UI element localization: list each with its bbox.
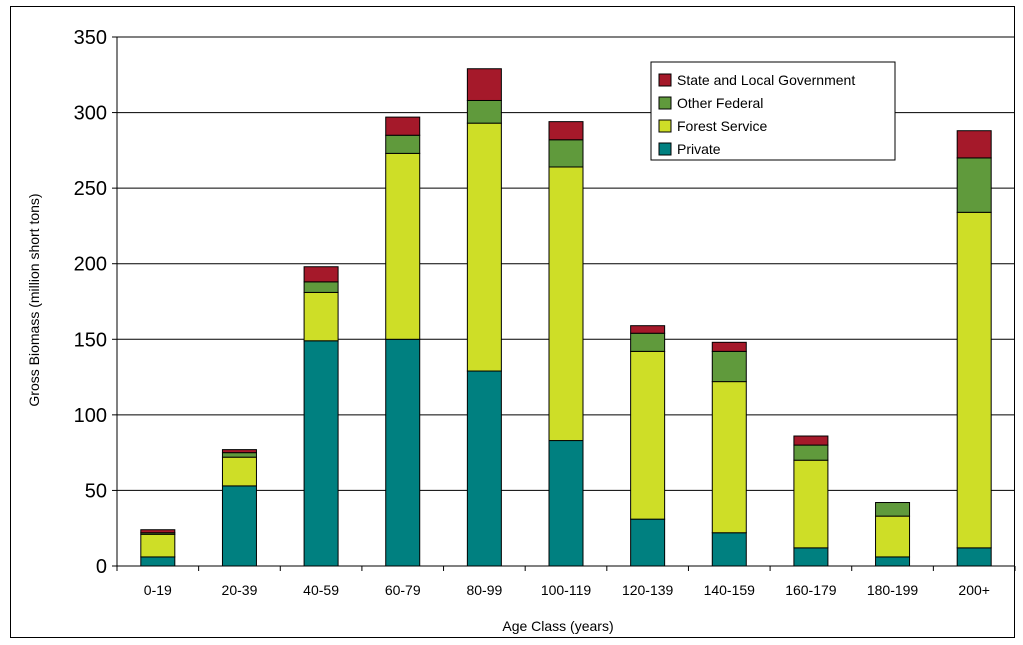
legend-label: Other Federal [677, 95, 763, 111]
x-tick-label: 180-199 [867, 582, 919, 598]
bar-segment [303, 340, 339, 567]
bar-segment [548, 139, 584, 168]
bar-series-group [140, 68, 992, 567]
bar-segment [630, 325, 666, 334]
bar-segment [956, 130, 992, 159]
bar-segment [385, 134, 421, 154]
bar-segment [875, 502, 911, 517]
bar-segment [793, 444, 829, 461]
x-tick-label: 100-119 [541, 582, 592, 598]
bar-segment [221, 485, 257, 567]
y-tick-label: 300 [74, 103, 107, 125]
x-tick-labels: 0-19 20-39 40-59 60-79 80-99 100-119 120-139 14… [144, 582, 990, 598]
bar-segment [303, 291, 339, 342]
chart-svg: 0 50 100 150 200 250 300 350 0-19 20-39 40-59 60-7… [26, 27, 1016, 634]
y-tick-label: 150 [74, 329, 107, 351]
legend-label: Private [677, 141, 721, 157]
bar-segment [385, 338, 421, 567]
legend-box [650, 61, 896, 161]
bar-segment [221, 456, 257, 487]
x-tick-label: 80-99 [466, 582, 502, 598]
bar-segment [385, 152, 421, 340]
bar-segment [548, 121, 584, 141]
bar-segment [711, 532, 747, 567]
bar-segment [140, 533, 176, 558]
bar-segment [793, 459, 829, 549]
bar-segment [793, 435, 829, 446]
bar-segment [711, 341, 747, 352]
legend-label: Forest Service [677, 118, 767, 134]
bar-segment [548, 440, 584, 567]
bar-segment [711, 350, 747, 383]
x-tick-label: 20-39 [222, 582, 258, 598]
y-tick-label: 350 [74, 27, 107, 49]
bar-segment [466, 68, 502, 101]
bar-segment [956, 157, 992, 213]
y-tick-label: 200 [74, 254, 107, 276]
bar-segment [875, 515, 911, 558]
bar-segment [711, 381, 747, 534]
bar-segment [548, 166, 584, 442]
x-tick-label: 160-179 [785, 582, 837, 598]
bar-segment [875, 556, 911, 567]
x-tick-label: 120-139 [622, 582, 674, 598]
bar-segment [466, 122, 502, 372]
x-tick-label: 40-59 [303, 582, 339, 598]
y-tick-label: 50 [85, 480, 107, 502]
bar-segment [630, 332, 666, 352]
bar-segment [466, 99, 502, 124]
y-tick-label: 100 [74, 405, 107, 427]
bar-segment [303, 266, 339, 283]
x-tick-label: 0-19 [144, 582, 172, 598]
chart-frame: 0 50 100 150 200 250 300 350 0-19 20-39 40-59 60-7… [10, 6, 1016, 638]
y-tick-labels: 0 50 100 150 200 250 300 350 [74, 27, 107, 578]
bar-segment [140, 529, 176, 534]
bar-segment [385, 116, 421, 136]
bar-segment [140, 556, 176, 567]
legend-swatch [658, 96, 672, 110]
y-axis-label: Gross Biomass (million short tons) [26, 193, 42, 406]
x-tick-label: 200+ [958, 582, 990, 598]
bar-segment [630, 518, 666, 567]
bar-segment [221, 452, 257, 458]
legend: State and Local Government Other Federal F… [650, 61, 896, 161]
y-tick-label: 0 [96, 556, 107, 578]
x-tick-label: 140-159 [704, 582, 756, 598]
legend-swatch [658, 73, 672, 87]
y-tick-label: 250 [74, 178, 107, 200]
axes [112, 36, 1016, 571]
legend-label: State and Local Government [677, 72, 855, 88]
x-axis-label: Age Class (years) [502, 618, 613, 634]
bar-segment [793, 547, 829, 567]
bar-segment [466, 370, 502, 567]
bar-segment [303, 281, 339, 293]
x-tick-label: 60-79 [385, 582, 421, 598]
bar-segment [221, 449, 257, 454]
legend-swatch [658, 142, 672, 156]
bar-segment [630, 350, 666, 520]
bar-segment [956, 211, 992, 549]
bar-segment [956, 547, 992, 567]
legend-swatch [658, 119, 672, 133]
